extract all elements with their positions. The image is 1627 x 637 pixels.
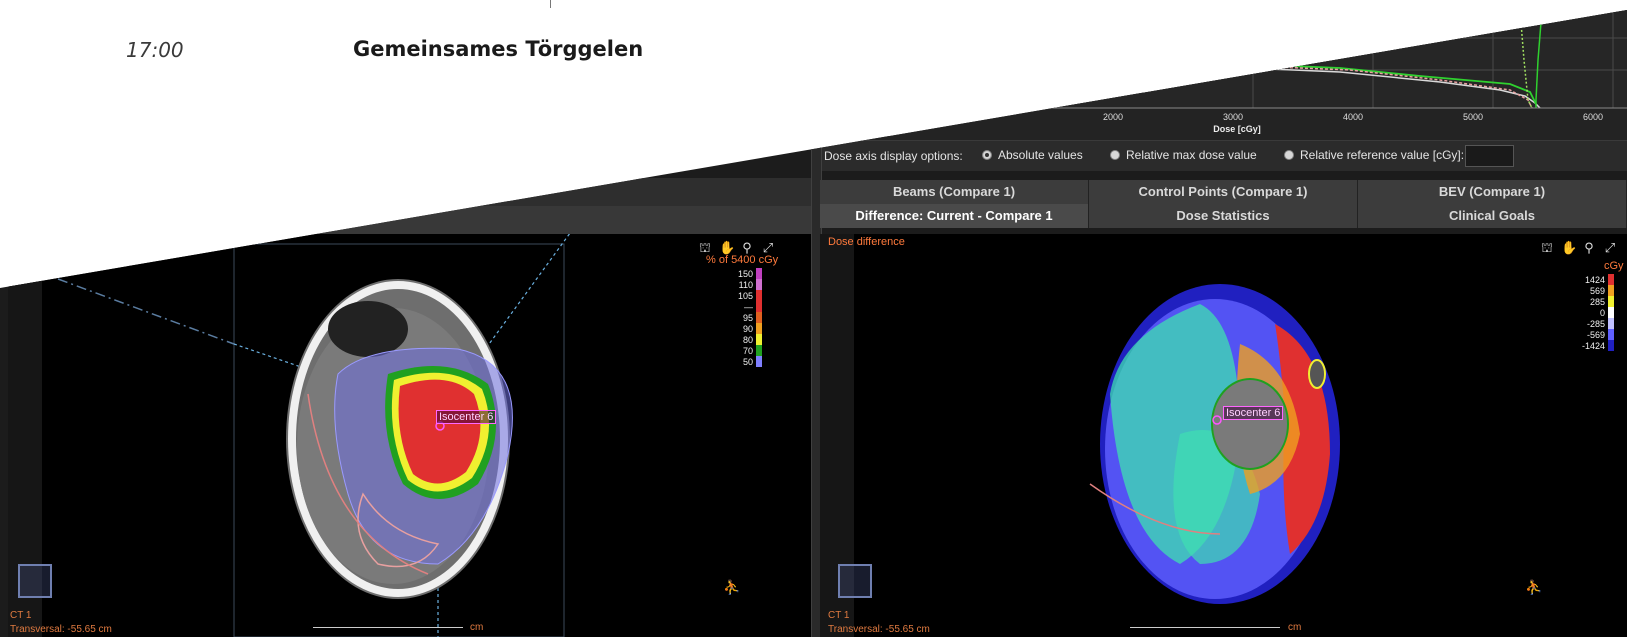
dvh-x-tick: 4000 xyxy=(1342,112,1364,122)
legend-row: 70 xyxy=(738,345,763,356)
left-panel-header xyxy=(0,178,811,206)
legend-row: 285 xyxy=(1582,296,1615,307)
structure-outline xyxy=(1308,359,1326,389)
ct-slice-left xyxy=(57,234,574,637)
legend-row: 80 xyxy=(738,334,763,345)
dvh-curve-3 xyxy=(1249,65,1533,109)
tab-difference[interactable]: Difference: Current - Compare 1 xyxy=(820,204,1089,228)
isocenter-label: Isocenter 6 xyxy=(436,410,497,424)
slice-position-label: Transversal: -55.65 cm xyxy=(828,624,930,635)
zoom-icon[interactable]: ⚲ xyxy=(1584,240,1594,255)
legend-row: 1424 xyxy=(1582,274,1615,285)
agenda-title: Gemeinsames Törggelen xyxy=(353,37,644,61)
tab-row-analysis: Difference: Current - Compare 1 Dose Sta… xyxy=(820,204,1627,228)
structure-outline xyxy=(1089,483,1221,535)
radio-absolute-values[interactable]: Absolute values xyxy=(982,148,1083,162)
fullscreen-icon[interactable]: ⤢ xyxy=(1604,240,1616,255)
dvh-x-label: Dose [cGy] xyxy=(1213,124,1261,134)
radio-unselected-icon xyxy=(1284,150,1294,160)
image-name-label: CT 1 xyxy=(10,610,32,621)
dose-difference-legend: 1424 569 285 0 -285 -569 -1424 xyxy=(1582,274,1615,351)
tab-control-points-compare[interactable]: Control Points (Compare 1) xyxy=(1089,180,1358,204)
left-panel-toolbar xyxy=(0,206,811,234)
legend-row: — xyxy=(738,301,763,312)
tab-beams-compare[interactable]: Beams (Compare 1) xyxy=(820,180,1089,204)
orientation-cube-icon[interactable] xyxy=(18,564,52,598)
dose-difference-title: Dose difference xyxy=(828,236,905,248)
isodose-95 xyxy=(398,379,481,484)
dose-difference-unit: cGy xyxy=(1604,260,1624,272)
dose-difference-slice xyxy=(1089,284,1340,604)
legend-row: 0 xyxy=(1582,307,1615,318)
patient-orientation-icon: ⛹ xyxy=(1525,579,1543,595)
hand-icon[interactable]: ✋ xyxy=(1561,240,1578,255)
dvh-x-tick: 6000 xyxy=(1582,112,1604,122)
patient-orientation-icon: ⛹ xyxy=(723,579,741,595)
radio-relative-max-dose[interactable]: Relative max dose value xyxy=(1110,148,1257,162)
tab-row-compare: Beams (Compare 1) Control Points (Compar… xyxy=(820,180,1627,204)
radio-relative-reference[interactable]: Relative reference value [cGy]: xyxy=(1284,148,1464,162)
structure-outline xyxy=(357,492,440,568)
fullscreen-icon[interactable]: ⤢ xyxy=(762,240,774,255)
structure-outline xyxy=(307,393,429,575)
dvh-x-tick: 5000 xyxy=(1462,112,1484,122)
dvh-x-tick: 3000 xyxy=(1222,112,1244,122)
right-view-toolbar: ⛫ ✋ ⚲ ⤢ xyxy=(1540,240,1617,258)
legend-row: -1424 xyxy=(1582,340,1615,351)
tab-clinical-goals[interactable]: Clinical Goals xyxy=(1358,204,1627,228)
scale-ruler xyxy=(313,617,463,628)
right-viewer-sidebar xyxy=(820,234,854,637)
dvh-curve-5 xyxy=(1535,10,1543,108)
slice-position-label: Transversal: -55.65 cm xyxy=(10,624,112,635)
sinus xyxy=(328,301,408,357)
ruler-unit: cm xyxy=(470,622,484,633)
left-view-toolbar: ⛫ ✋ ⚲ ⤢ xyxy=(698,240,775,258)
legend-row: 50 xyxy=(738,356,763,367)
legend-row: 150 xyxy=(738,268,763,279)
legend-row: 110 xyxy=(738,279,763,290)
legend-row: 90 xyxy=(738,323,763,334)
ruler-unit: cm xyxy=(1288,622,1302,633)
beam-line xyxy=(57,278,235,345)
radio-label: Relative reference value [cGy]: xyxy=(1300,148,1465,162)
scale-ruler xyxy=(1130,617,1280,628)
target-region xyxy=(1211,378,1289,470)
image-name-label: CT 1 xyxy=(828,610,850,621)
zoom-icon[interactable]: ⚲ xyxy=(742,240,752,255)
dose-view-right[interactable]: Dose difference ⛫ ✋ ⚲ ⤢ cGy 1424 569 285… xyxy=(820,234,1627,637)
target-icon[interactable]: ⛫ xyxy=(1541,240,1553,255)
legend-row: 95 xyxy=(738,312,763,323)
agenda-tick-mark xyxy=(550,0,551,8)
dose-axis-options-label: Dose axis display options: xyxy=(824,149,963,163)
dose-reference-label: % of 5400 cGy xyxy=(706,254,779,266)
hand-icon[interactable]: ✋ xyxy=(719,240,736,255)
radio-selected-icon xyxy=(982,150,992,160)
dvh-curve-4 xyxy=(1519,10,1533,109)
legend-row: -285 xyxy=(1582,318,1615,329)
dose-view-left[interactable]: ⛫ ✋ ⚲ ⤢ % of 5400 cGy 150 110 105 — 95 9… xyxy=(8,234,811,637)
isodose-legend: 150 110 105 — 95 90 80 70 50 xyxy=(738,268,763,367)
dose-axis-options-bar: Dose axis display options: Absolute valu… xyxy=(820,140,1627,171)
radio-label: Relative max dose value xyxy=(1126,148,1257,162)
beam-line xyxy=(437,234,574,415)
dvh-curve-2 xyxy=(1239,63,1537,105)
dvh-x-tick: 2000 xyxy=(1102,112,1124,122)
agenda-time: 17:00 xyxy=(126,38,184,62)
legend-row: 569 xyxy=(1582,285,1615,296)
dvh-plot: 2000 3000 4000 5000 6000 Dose [cGy] xyxy=(820,10,1627,140)
tab-bev-compare[interactable]: BEV (Compare 1) xyxy=(1358,180,1627,204)
left-viewer-sidebar xyxy=(8,234,42,637)
isocenter-marker xyxy=(1212,415,1222,425)
legend-row: -569 xyxy=(1582,329,1615,340)
radio-unselected-icon xyxy=(1110,150,1120,160)
radio-label: Absolute values xyxy=(998,148,1083,162)
target-icon[interactable]: ⛫ xyxy=(699,240,711,255)
reference-value-input[interactable] xyxy=(1465,145,1514,167)
tab-dose-statistics[interactable]: Dose Statistics xyxy=(1089,204,1358,228)
orientation-cube-icon[interactable] xyxy=(838,564,872,598)
field-outline xyxy=(233,243,565,637)
isocenter-label: Isocenter 6 xyxy=(1223,406,1284,420)
legend-row: 105 xyxy=(738,290,763,301)
